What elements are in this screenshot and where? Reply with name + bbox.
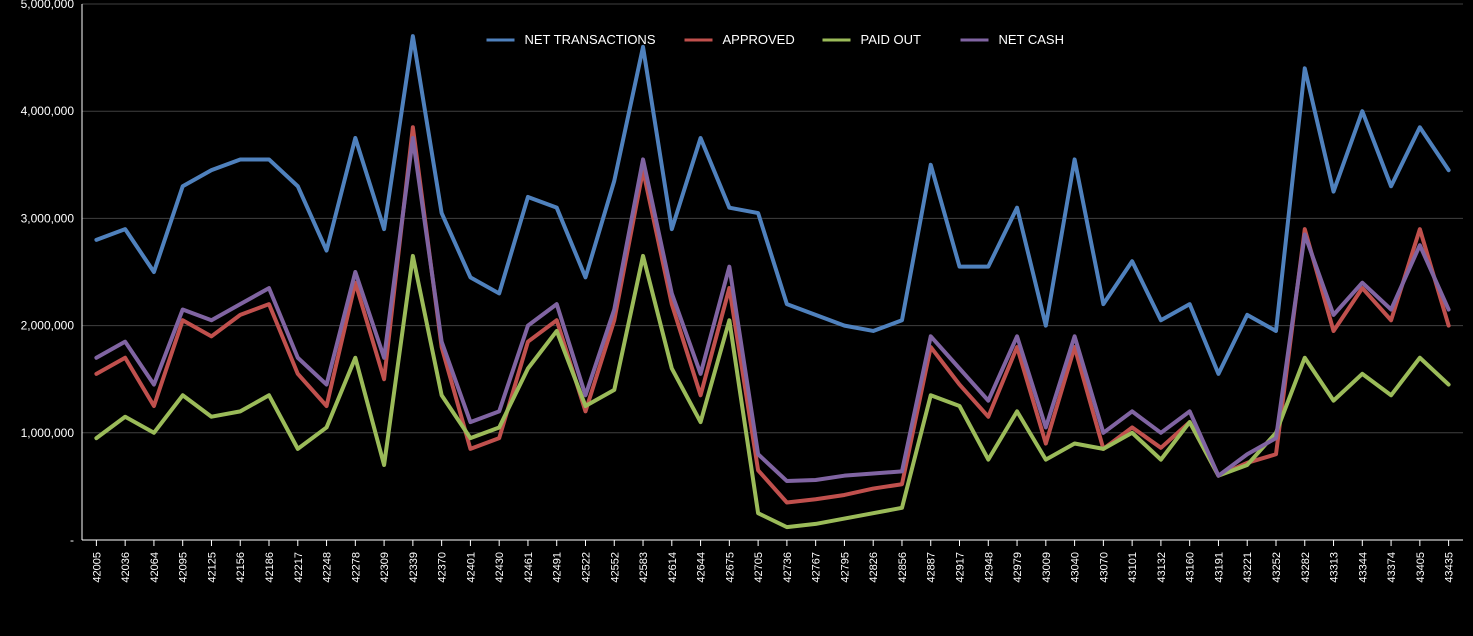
y-tick-label: 5,000,000 — [21, 0, 75, 11]
x-tick-label: 42979 — [1012, 552, 1024, 583]
x-tick-label: 42614 — [667, 552, 679, 583]
x-tick-label: 42917 — [955, 552, 967, 583]
x-tick-label: 42064 — [149, 552, 161, 583]
x-tick-label: 42552 — [609, 552, 621, 583]
x-tick-label: 42736 — [782, 552, 794, 583]
x-tick-label: 42887 — [926, 552, 938, 583]
legend-label: NET TRANSACTIONS — [525, 32, 656, 47]
y-tick-label: 2,000,000 — [21, 319, 75, 333]
x-tick-label: 42795 — [839, 552, 851, 583]
x-tick-label: 43040 — [1070, 552, 1082, 583]
x-tick-label: 42767 — [811, 552, 823, 583]
y-tick-label: 1,000,000 — [21, 426, 75, 440]
legend-label: NET CASH — [999, 32, 1065, 47]
x-tick-label: 43405 — [1415, 552, 1427, 583]
y-tick-label: 3,000,000 — [21, 211, 75, 225]
x-tick-label: 43101 — [1127, 552, 1139, 583]
x-tick-label: 42856 — [897, 552, 909, 583]
x-tick-label: 42339 — [408, 552, 420, 583]
x-tick-label: 42186 — [264, 552, 276, 583]
x-tick-label: 42826 — [868, 552, 880, 583]
x-tick-label: 43313 — [1329, 552, 1341, 583]
x-tick-label: 42948 — [983, 552, 995, 583]
series-net-transactions — [96, 36, 1448, 374]
x-tick-label: 42705 — [753, 552, 765, 583]
x-tick-label: 42461 — [523, 552, 535, 583]
x-tick-label: 42309 — [379, 552, 391, 583]
x-tick-label: 43435 — [1444, 552, 1456, 583]
x-tick-label: 42036 — [120, 552, 132, 583]
x-tick-label: 43009 — [1041, 552, 1053, 583]
x-tick-label: 42675 — [724, 552, 736, 583]
y-tick-label: - — [70, 533, 74, 547]
x-tick-label: 42156 — [235, 552, 247, 583]
x-tick-label: 42491 — [552, 552, 564, 583]
x-tick-label: 42644 — [696, 552, 708, 583]
legend-label: APPROVED — [723, 32, 795, 47]
x-tick-label: 43160 — [1185, 552, 1197, 583]
x-tick-label: 43252 — [1271, 552, 1283, 583]
x-tick-label: 42522 — [580, 552, 592, 583]
x-tick-label: 42125 — [206, 552, 218, 583]
x-tick-label: 42401 — [465, 552, 477, 583]
x-tick-label: 42278 — [350, 552, 362, 583]
x-tick-label: 42217 — [293, 552, 305, 583]
x-tick-label: 42248 — [322, 552, 334, 583]
x-tick-label: 43344 — [1357, 552, 1369, 583]
x-tick-label: 43221 — [1242, 552, 1254, 583]
x-tick-label: 43132 — [1156, 552, 1168, 583]
x-tick-label: 43282 — [1300, 552, 1312, 583]
x-tick-label: 43374 — [1386, 552, 1398, 583]
x-tick-label: 43070 — [1098, 552, 1110, 583]
legend: NET TRANSACTIONS APPROVED PAID OUT NET CASH — [487, 32, 1065, 47]
line-chart: - 1,000,000 2,000,000 3,000,000 4,000,000 5,0… — [0, 0, 1473, 636]
x-tick-label: 42370 — [437, 552, 449, 583]
x-tick-label: 43191 — [1213, 552, 1225, 583]
x-tick-label: 42583 — [638, 552, 650, 583]
x-tick-label: 42430 — [494, 552, 506, 583]
x-tick-label: 42095 — [178, 552, 190, 583]
y-tick-label: 4,000,000 — [21, 104, 75, 118]
x-tick-label: 42005 — [91, 552, 103, 583]
legend-label: PAID OUT — [861, 32, 921, 47]
